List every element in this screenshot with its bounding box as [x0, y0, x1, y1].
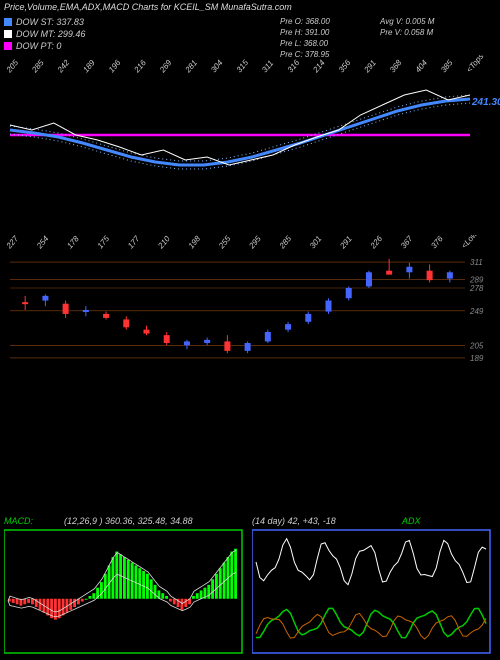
- svg-text:226: 226: [368, 235, 384, 251]
- legend-pt: DOW PT: 0: [4, 40, 85, 52]
- svg-text:289: 289: [469, 275, 484, 284]
- info-ohlc: Pre O: 368.00 Pre H: 391.00 Pre L: 368.0…: [280, 16, 330, 60]
- svg-text:178: 178: [65, 235, 81, 250]
- svg-text:254: 254: [34, 235, 50, 251]
- root: Price,Volume,EMA,ADX,MACD Charts for KCE…: [0, 0, 500, 660]
- svg-text:311: 311: [470, 258, 483, 267]
- legend-label-mt: DOW MT: 299.46: [16, 28, 85, 40]
- svg-text:291: 291: [362, 58, 378, 75]
- svg-text:295: 295: [247, 235, 263, 251]
- legend-label-pt: DOW PT: 0: [16, 40, 61, 52]
- svg-text:242: 242: [55, 58, 71, 75]
- svg-text:367: 367: [399, 235, 415, 250]
- svg-text:177: 177: [126, 235, 142, 250]
- svg-text:210: 210: [156, 235, 172, 251]
- legend-st: DOW ST: 337.83: [4, 16, 85, 28]
- info-h: Pre H: 391.00: [280, 27, 330, 38]
- svg-text:291: 291: [338, 235, 354, 251]
- info-l: Pre L: 368.00: [280, 38, 330, 49]
- svg-text:356: 356: [337, 58, 353, 74]
- legend-mt: DOW MT: 299.46: [4, 28, 85, 40]
- svg-text:376: 376: [429, 235, 445, 250]
- svg-text:<Tops: <Tops: [465, 55, 486, 74]
- svg-text:196: 196: [107, 58, 123, 74]
- svg-text:216: 216: [132, 58, 148, 75]
- svg-text:(12,26,9 ) 360.36, 325.48, 3: (12,26,9 ) 360.36, 325.48, 34.88: [64, 516, 193, 526]
- info-prev: Pre V: 0.058 M: [380, 27, 434, 38]
- svg-text:368: 368: [388, 58, 404, 74]
- svg-text:241.30: 241.30: [471, 97, 500, 108]
- svg-text:385: 385: [439, 58, 455, 74]
- svg-text:281: 281: [183, 58, 199, 75]
- svg-text:255: 255: [216, 235, 232, 251]
- svg-text:285: 285: [277, 235, 293, 251]
- info-o: Pre O: 368.00: [280, 16, 330, 27]
- svg-text:285: 285: [30, 58, 46, 75]
- legend-block: DOW ST: 337.83 DOW MT: 299.46 DOW PT: 0: [4, 16, 85, 52]
- adx-chart: ADX (14 day) 42, +43, -18: [252, 512, 492, 655]
- svg-text:205: 205: [469, 341, 484, 350]
- svg-text:404: 404: [414, 58, 430, 74]
- info-vol: Avg V: 0.005 M Pre V: 0.058 M: [380, 16, 434, 38]
- svg-text:198: 198: [187, 235, 203, 250]
- svg-text:311: 311: [260, 59, 275, 75]
- svg-text:301: 301: [308, 235, 323, 250]
- svg-text:<Lows: <Lows: [460, 235, 482, 250]
- legend-swatch-pt: [4, 42, 12, 50]
- svg-text:(14 day) 42, +43, -18: (14 day) 42, +43, -18: [252, 516, 336, 526]
- candle-chart: 227 254 178 175 177 210 198 255 295 285 301 291 226 3…: [0, 235, 500, 380]
- legend-swatch-st: [4, 18, 12, 26]
- svg-text:227: 227: [4, 235, 20, 251]
- legend-swatch-mt: [4, 30, 12, 38]
- svg-text:MACD:: MACD:: [4, 516, 33, 526]
- svg-text:304: 304: [209, 58, 225, 74]
- svg-text:205: 205: [4, 58, 20, 75]
- info-avgv: Avg V: 0.005 M: [380, 16, 434, 27]
- svg-text:249: 249: [469, 307, 484, 316]
- chart-title: Price,Volume,EMA,ADX,MACD Charts for KCE…: [4, 2, 292, 12]
- svg-text:316: 316: [286, 58, 302, 74]
- svg-text:278: 278: [469, 284, 484, 293]
- svg-text:189: 189: [81, 58, 97, 74]
- svg-text:214: 214: [311, 58, 327, 75]
- svg-text:175: 175: [96, 235, 112, 250]
- legend-label-st: DOW ST: 337.83: [16, 16, 84, 28]
- svg-text:315: 315: [235, 58, 251, 74]
- macd-chart: MACD: (12,26,9 ) 360.36, 325.48, 34.88: [4, 512, 244, 655]
- svg-text:ADX: ADX: [401, 516, 422, 526]
- price-chart: 205 285 242 189 196 216 269 281 304 315 311 316 214 3…: [0, 55, 500, 215]
- svg-text:189: 189: [470, 354, 484, 363]
- svg-text:269: 269: [157, 58, 173, 75]
